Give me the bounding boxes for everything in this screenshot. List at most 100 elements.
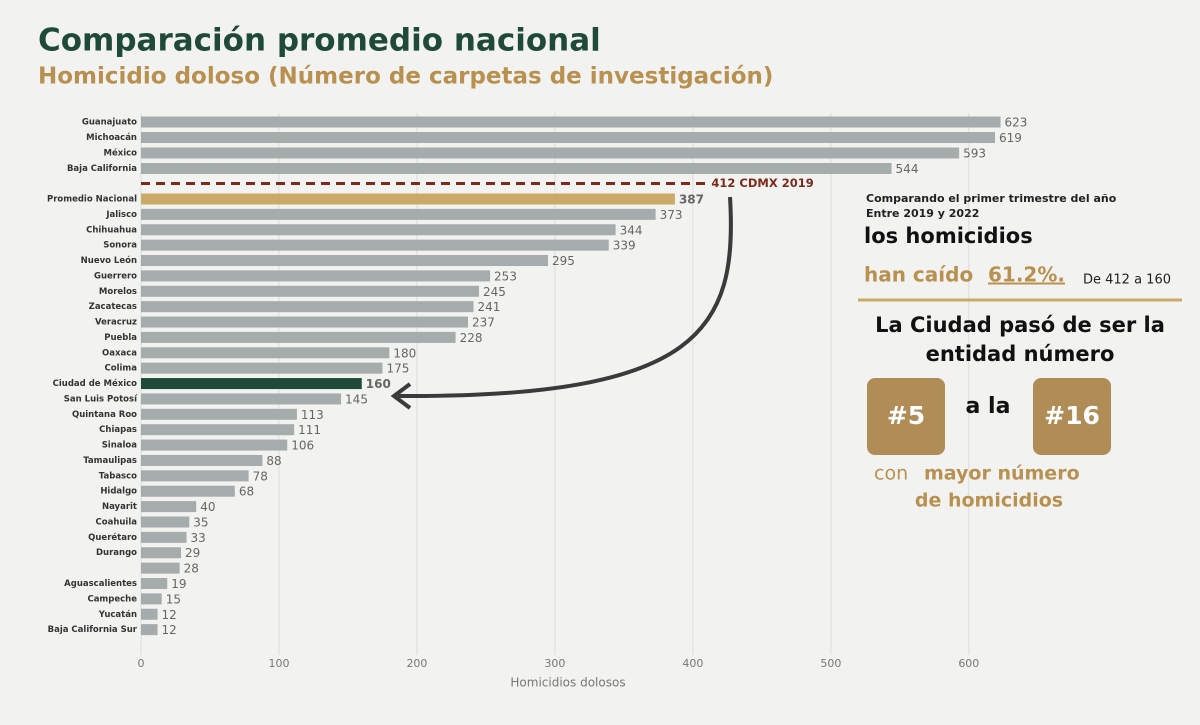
bar [141, 485, 235, 497]
bar [141, 193, 675, 205]
x-tick-label: 600 [958, 657, 979, 670]
x-tick-label: 100 [268, 657, 289, 670]
y-tick-label: Colima [105, 364, 138, 374]
rank-box [1033, 378, 1111, 455]
bar [141, 163, 892, 174]
panel-closing: con [874, 463, 908, 485]
y-tick-label: Guerrero [94, 271, 137, 281]
y-tick-label: Tamaulipas [83, 456, 137, 466]
rank-connector: a la [966, 394, 1011, 419]
chart-subtitle: Homicidio doloso (Número de carpetas de … [38, 64, 773, 90]
y-tick-label: Jalisco [105, 210, 137, 220]
reference-label: 412 CDMX 2019 [711, 176, 813, 190]
y-tick-label: Morelos [99, 287, 137, 297]
rank-to: #16 [1044, 401, 1100, 430]
value-label: 593 [963, 147, 986, 161]
y-tick-label: Chihuahua [86, 225, 137, 235]
value-label: 113 [301, 408, 324, 422]
value-label: 228 [460, 331, 483, 345]
y-tick-label: Campeche [87, 594, 137, 604]
bar [141, 301, 474, 313]
bar [141, 347, 390, 359]
y-tick-label: Hidalgo [100, 487, 137, 497]
panel-rank: entidad número [926, 342, 1115, 366]
panel-headline: los homicidios [864, 224, 1033, 248]
panel-fall-value: 61.2%. [988, 263, 1065, 287]
value-label: 19 [171, 577, 186, 591]
y-tick-label: Coahuila [96, 517, 138, 527]
bar [141, 624, 158, 636]
grid: 0 100 200 300 400 500 600 [138, 113, 979, 670]
bar [141, 116, 1001, 128]
value-label: 237 [472, 316, 495, 330]
value-label: 78 [253, 469, 268, 483]
y-tick-label: Chiapas [99, 425, 137, 435]
value-label: 40 [200, 500, 215, 514]
bar [141, 501, 197, 513]
bar [141, 239, 609, 251]
panel-closing: mayor número [924, 463, 1080, 485]
value-label: 339 [613, 239, 636, 253]
bar [141, 362, 383, 374]
value-label: 623 [1005, 116, 1028, 130]
value-label: 373 [660, 208, 683, 222]
y-tick-label: Tabasco [99, 471, 137, 481]
y-tick-label: Ciudad de México [53, 378, 138, 389]
bar [141, 255, 549, 267]
value-label: 35 [193, 515, 208, 529]
x-tick-label: 300 [544, 657, 565, 670]
value-label: 619 [999, 131, 1022, 145]
value-label: 544 [896, 162, 919, 176]
value-label: 145 [345, 392, 368, 406]
value-label: 245 [483, 285, 506, 299]
bar [141, 578, 168, 589]
arrow-head [390, 382, 412, 410]
value-label: 180 [393, 346, 416, 360]
y-tick-label: Aguascalientes [64, 579, 137, 589]
value-label: 106 [291, 439, 314, 453]
value-label: 33 [191, 531, 206, 545]
panel-intro: Entre 2019 y 2022 [866, 207, 979, 220]
value-label: 68 [239, 485, 254, 499]
bar [141, 593, 162, 605]
value-label: 344 [620, 223, 643, 237]
x-tick-label: 400 [682, 657, 703, 670]
bar [141, 454, 263, 466]
bar [141, 531, 187, 543]
value-label: 253 [494, 269, 517, 283]
bar [141, 393, 342, 405]
y-tick-label: México [104, 148, 138, 159]
y-tick-label: Puebla [104, 333, 137, 343]
bar [141, 608, 158, 620]
y-tick-label: Oaxaca [102, 348, 137, 358]
y-tick-label: Nuevo León [81, 255, 137, 266]
y-tick-label: San Luis Potosí [64, 394, 138, 404]
value-label: 175 [386, 362, 409, 376]
panel-rank: La Ciudad pasó de ser la [875, 313, 1165, 337]
bar [141, 132, 996, 143]
bar [141, 424, 295, 436]
x-tick-label: 0 [138, 657, 145, 670]
x-axis-label: Homicidios dolosos [510, 676, 625, 690]
value-label: 241 [478, 300, 501, 314]
value-label: 12 [162, 623, 177, 637]
bar [141, 270, 491, 282]
bar [141, 378, 362, 390]
bar [141, 224, 616, 236]
value-label: 12 [162, 608, 177, 622]
value-label: 88 [266, 454, 281, 468]
x-tick-label: 500 [820, 657, 841, 670]
bar [141, 331, 456, 343]
bar [141, 316, 468, 328]
panel-closing: de homicidios [915, 490, 1063, 512]
y-tick-label: Querétaro [88, 532, 137, 543]
value-label: 295 [552, 254, 575, 268]
value-label: 160 [366, 377, 391, 391]
arrow [397, 196, 733, 399]
y-tick-label: Michoacán [86, 133, 137, 143]
y-tick-label: Baja California Sur [48, 625, 138, 635]
y-tick-label: Sinaloa [102, 441, 138, 451]
value-label: 111 [298, 423, 321, 437]
